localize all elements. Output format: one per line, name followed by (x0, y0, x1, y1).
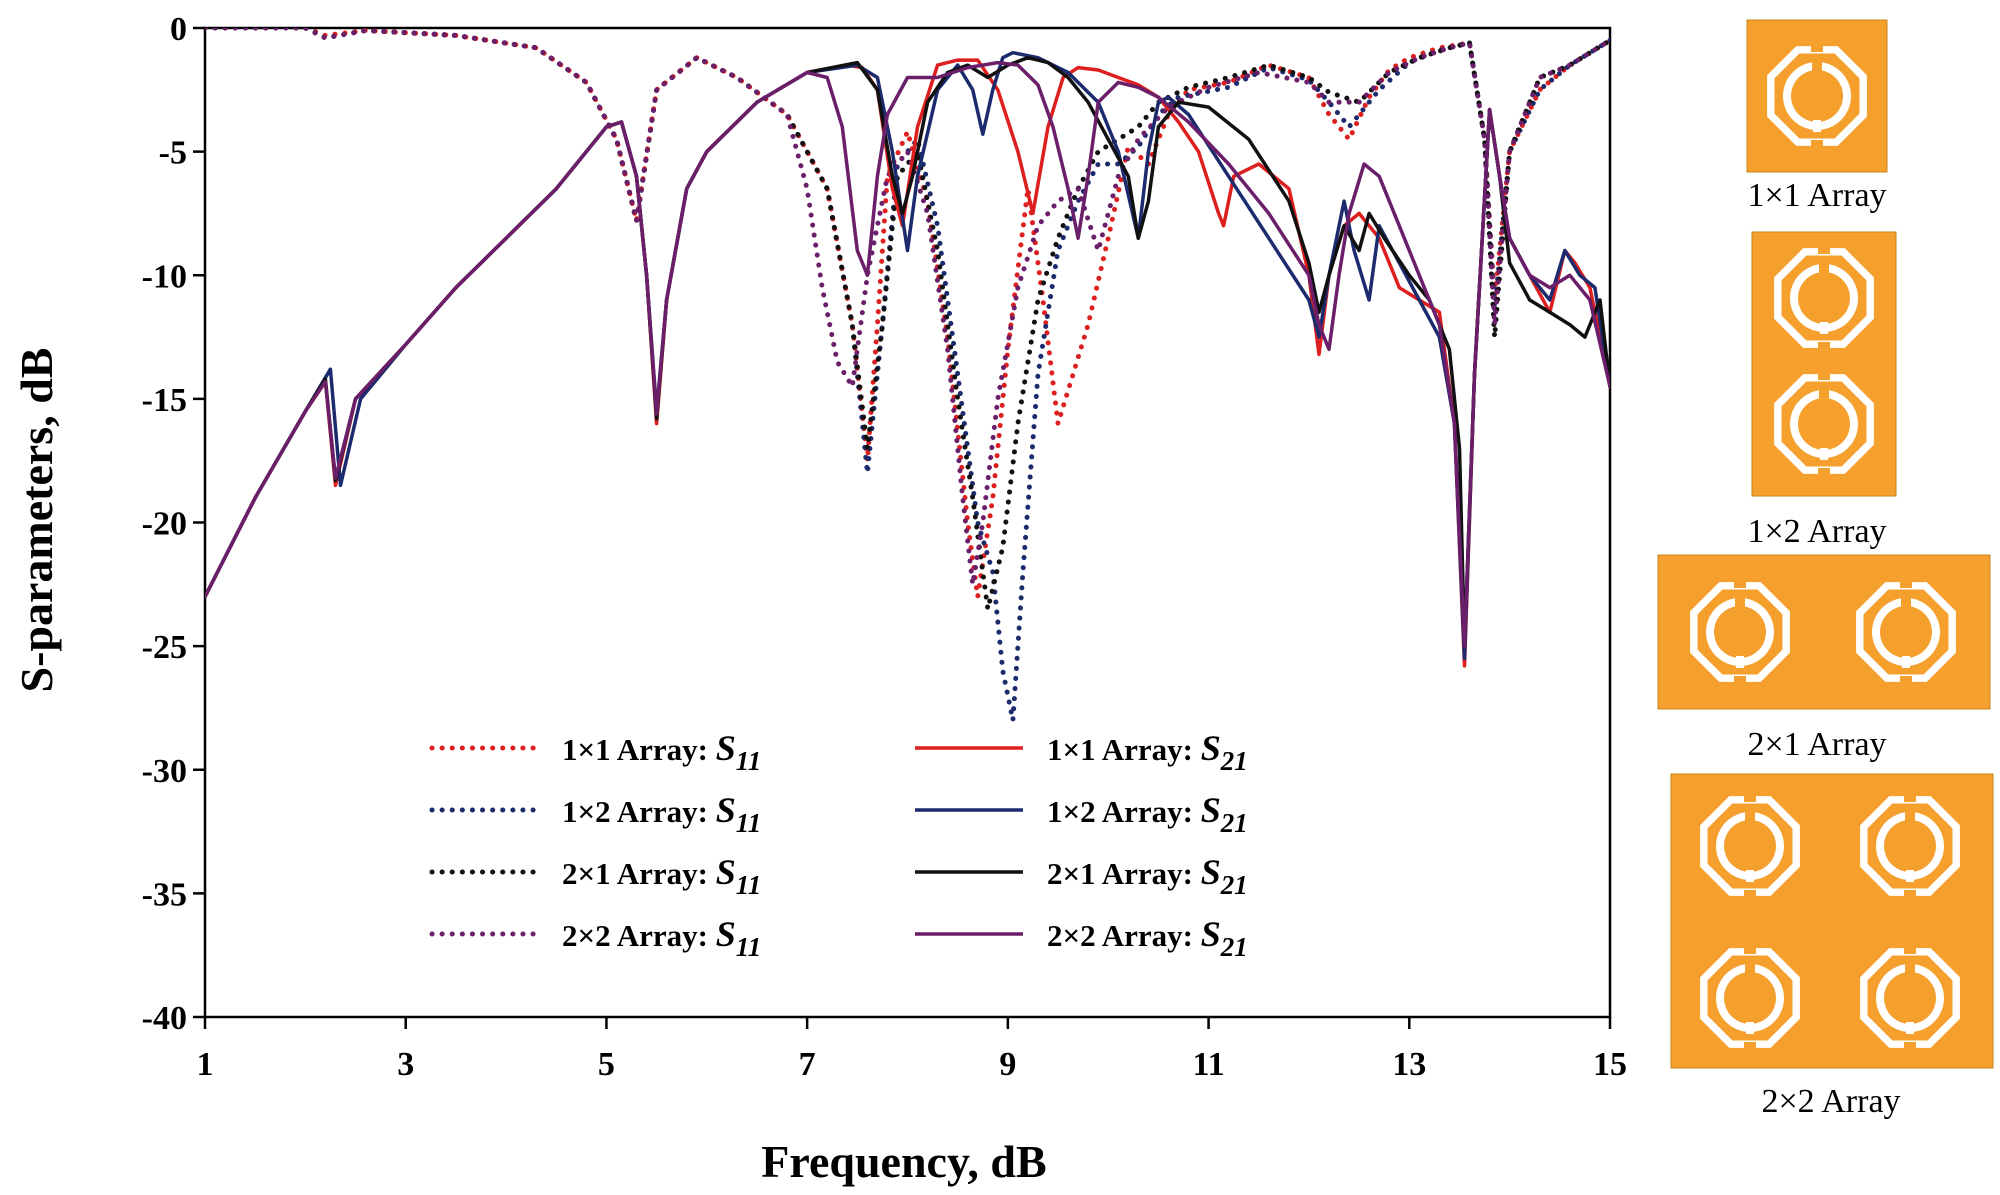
legend-label: 2×2 Array: S21 (1047, 914, 1248, 962)
x-tick-label: 9 (999, 1046, 1016, 1083)
axes-layer: 1 3 5 7 9 11 13 150-5-10-15-20-25-30-35-40 (142, 11, 1627, 1083)
y-tick-label: -30 (142, 753, 187, 790)
x-tick-label: 1 (197, 1046, 214, 1083)
legend-label: 1×2 Array: S11 (562, 790, 761, 838)
legend: 1×1 Array: S11 1×2 Array: S11 2×1 Array: S… (429, 728, 1248, 962)
y-tick-label: -10 (142, 258, 187, 295)
series-line-s21-6 (205, 55, 1610, 648)
y-tick-label: -15 (142, 382, 187, 419)
array-insets: 1×1 Array 1×2 Array 2×1 Array 2×2 Array (1657, 19, 1994, 1120)
y-tick-label: -25 (142, 629, 187, 666)
y-tick-label: -20 (142, 506, 187, 543)
y-tick-label: 0 (170, 11, 187, 48)
legend-label: 2×2 Array: S11 (562, 914, 761, 962)
series-line-s11-3 (205, 28, 1610, 587)
array-inset-2: 1×2 Array (1747, 231, 1897, 550)
ring-resonator-icon (1767, 40, 1867, 152)
x-tick-label: 5 (598, 1046, 615, 1083)
legend-label: 1×1 Array: S21 (1047, 728, 1248, 776)
ring-resonator-icon (1700, 942, 1800, 1054)
x-tick-label: 3 (397, 1046, 414, 1083)
x-tick-label: 7 (799, 1046, 816, 1083)
x-tick-label: 11 (1193, 1046, 1225, 1083)
ring-resonator-icon (1774, 242, 1874, 354)
ring-resonator-icon (1774, 368, 1874, 480)
series-layer (205, 28, 1610, 723)
ring-resonator-icon (1700, 790, 1800, 902)
plot-frame (203, 26, 1612, 1019)
ring-resonator-icon (1856, 576, 1956, 688)
array-inset-1: 1×1 Array (1746, 19, 1888, 214)
series-line-s21-5 (205, 50, 1610, 661)
array-label: 1×2 Array (1747, 513, 1886, 550)
x-tick-label: 13 (1392, 1046, 1426, 1083)
series-line-s11-1 (205, 28, 1610, 723)
array-label: 2×1 Array (1747, 726, 1886, 763)
array-inset-4: 2×2 Array (1670, 773, 1994, 1120)
y-axis-title: S-parameters, dB (11, 348, 62, 693)
x-tick-label: 15 (1593, 1046, 1627, 1083)
array-label: 2×2 Array (1761, 1083, 1900, 1120)
ring-resonator-icon (1860, 942, 1960, 1054)
y-tick-label: -35 (142, 876, 187, 913)
array-inset-3: 2×1 Array (1657, 554, 1991, 763)
x-axis-title: Frequency, dB (761, 1136, 1046, 1187)
ring-resonator-icon (1860, 790, 1960, 902)
y-tick-label: -40 (142, 1000, 187, 1037)
array-label: 1×1 Array (1747, 177, 1886, 214)
legend-label: 2×1 Array: S21 (1047, 852, 1248, 900)
legend-label: 2×1 Array: S11 (562, 852, 761, 900)
y-tick-label: -5 (159, 135, 187, 172)
legend-label: 1×2 Array: S21 (1047, 790, 1248, 838)
series-line-s21-7 (205, 60, 1610, 648)
legend-label: 1×1 Array: S11 (562, 728, 761, 776)
ring-resonator-icon (1690, 576, 1790, 688)
series-line-s11-0 (205, 28, 1610, 600)
series-line-s11-2 (205, 28, 1610, 612)
